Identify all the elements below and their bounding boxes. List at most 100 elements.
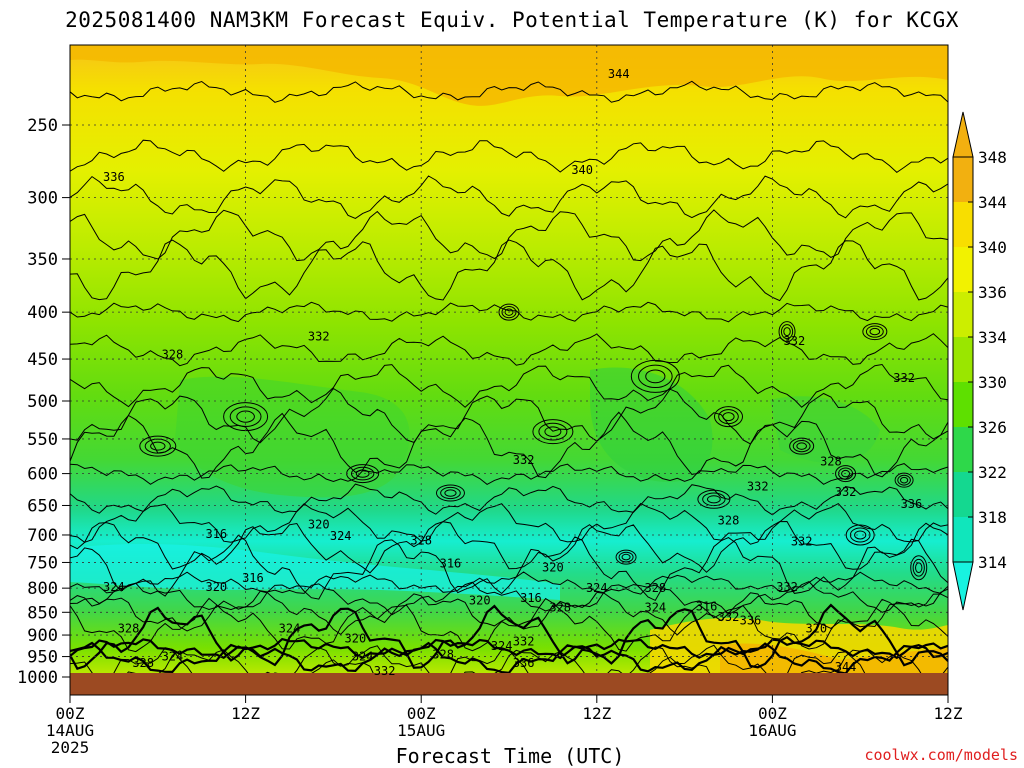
contour-cell [532,419,574,445]
colorbar-label: 326 [978,418,1007,437]
y-tick-label: 300 [27,189,58,209]
colorbar-swatch [953,247,973,293]
contour-value-label: 332 [374,664,396,678]
x-tick-label: 00Z [56,704,85,723]
contour-value-label: 324 [491,639,513,653]
contour-cell [789,437,815,455]
contour-value-label: 316 [205,527,227,541]
contour-value-label: 340 [571,163,593,177]
contour-cell [869,327,881,336]
contour-line [70,483,948,516]
contour-value-label: 328 [162,348,184,362]
contour-value-label: 332 [718,610,740,624]
contour-cell [697,489,731,509]
contour-cell [350,466,375,481]
upper-warm-region [70,45,948,106]
contour-cell [630,359,680,393]
colorbar-label: 344 [978,193,1007,212]
contour-line [70,333,948,367]
y-tick-label: 750 [27,553,58,573]
colorbar-swatch [953,472,973,518]
contour-line [70,581,948,616]
contour-cell [910,555,928,581]
colorbar-label: 340 [978,238,1007,257]
y-tick-label: 250 [27,116,58,136]
colorbar-swatch [953,427,973,473]
contour-cell [504,308,514,316]
contour-value-label: 320 [805,621,827,635]
contour-cell [150,441,166,451]
y-tick-label: 650 [27,496,58,516]
contour-cell [862,323,888,341]
contour-line [70,603,948,671]
contour-line [70,534,948,602]
contour-value-label: 328 [644,581,666,595]
contour-line [70,502,948,543]
contour-value-label: 324 [279,621,301,635]
contour-value-label: 336 [740,614,762,628]
contour-value-label: 332 [835,485,857,499]
x-tick-date-label: 14AUG [46,721,94,740]
contour-cell [778,321,796,343]
contour-value-label: 328 [132,656,154,670]
x-tick-label: 00Z [407,704,436,723]
contour-value-label: 320 [542,561,564,575]
contour-value-label: 328 [549,601,571,615]
contour-value-label: 344 [835,660,857,674]
below-ground-band [70,673,948,695]
contour-line [70,175,948,219]
contour-line [70,80,948,103]
contour-cell [912,558,925,577]
contour-cell [355,469,370,478]
contour-value-label: 336 [513,656,535,670]
colorbar-frame [952,156,974,563]
contour-cell [139,435,177,457]
colorbar-label: 330 [978,373,1007,392]
colorbar: 348 344 340 336 334 330 326 322 318 314 [952,111,1007,611]
contour-lines [70,80,948,673]
contour-cell [718,409,739,425]
y-tick-label: 600 [27,465,58,485]
y-tick-label: 1000 [17,668,58,688]
colorbar-top-arrow [952,111,974,158]
contour-cell [618,551,634,563]
y-tick-label: 550 [27,430,58,450]
contour-line [70,463,948,485]
contour-line [70,520,948,574]
contour-value-label: 324 [644,601,666,615]
contour-line [70,590,948,636]
colorbar-swatch [953,202,973,248]
contour-line [70,209,948,262]
contour-value-label: 324 [162,650,184,664]
contour-value-label: 316 [696,600,718,614]
contour-value-label: 324 [103,580,125,594]
contour-line [113,646,948,673]
plot-frame [69,44,949,696]
contour-cell [144,438,171,454]
x-tick-label: 12Z [934,704,963,723]
contour-value-label: 344 [608,67,630,81]
contour-cell [841,469,851,478]
contour-cell [915,562,923,574]
y-tick-label: 400 [27,303,58,323]
contour-value-label: 336 [901,497,923,511]
contour-cell [714,406,743,428]
contour-value-label: 316 [520,591,542,605]
x-tick-date-label: 16AUG [748,721,796,740]
colorbar-label: 334 [978,328,1007,347]
colorbar-swatch [953,157,973,203]
mid-level-pool-2 [590,367,713,482]
contour-value-label: 332 [791,535,813,549]
contour-value-label: 316 [242,571,264,585]
contour-cell [900,476,909,484]
colorbar-swatch [953,382,973,428]
contour-cell [621,553,631,561]
contour-line [70,641,948,673]
contour-cell [706,495,721,504]
y-tick-label: 450 [27,350,58,370]
contour-value-label: 324 [586,581,608,595]
colorbar-swatch [953,292,973,338]
contour-value-label: 328 [820,454,842,468]
